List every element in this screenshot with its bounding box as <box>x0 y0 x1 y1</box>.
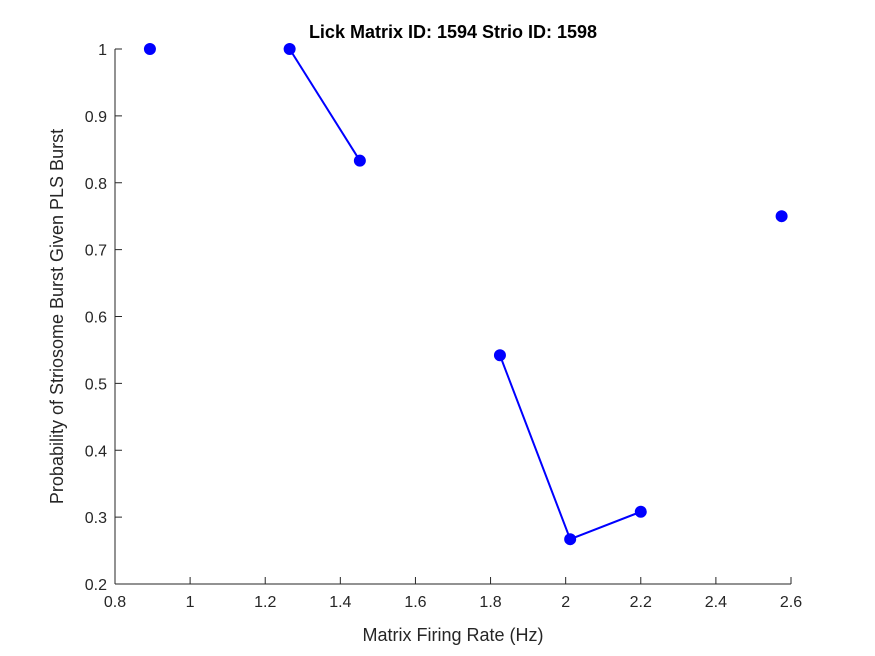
y-tick-label: 0.5 <box>85 376 107 393</box>
x-tick-label: 1.4 <box>329 594 351 611</box>
x-tick-label: 1.6 <box>404 594 426 611</box>
data-point <box>493 349 506 362</box>
data-point <box>353 154 366 167</box>
y-axis-label: Probability of Striosome Burst Given PLS… <box>47 129 67 504</box>
axes: 0.8 1 1.2 1.4 1.6 1.8 2 2.2 2.4 2.6 0.2 0.3 0.4 0.5 0.… <box>85 42 802 611</box>
x-tick-label: 2 <box>561 594 570 611</box>
x-tick-label: 2.2 <box>630 594 652 611</box>
x-tick-label: 1.8 <box>479 594 501 611</box>
data-point <box>564 533 577 546</box>
data-point <box>143 43 156 55</box>
x-tick-label: 1 <box>186 594 195 611</box>
data-point <box>775 210 788 223</box>
y-tick-label: 0.2 <box>85 577 107 594</box>
y-tick-label: 0.4 <box>85 443 107 460</box>
plot-area <box>115 49 791 584</box>
y-tick-label: 0.3 <box>85 510 107 527</box>
y-tick-label: 0.9 <box>85 109 107 126</box>
data-point <box>283 43 296 55</box>
data-series <box>143 43 788 546</box>
y-tick-label: 0.8 <box>85 176 107 193</box>
x-tick-label: 1.2 <box>254 594 276 611</box>
x-tick-label: 2.6 <box>780 594 802 611</box>
chart-title: Lick Matrix ID: 1594 Strio ID: 1598 <box>309 22 597 42</box>
y-tick-label: 0.7 <box>85 243 107 260</box>
x-axis-label: Matrix Firing Rate (Hz) <box>362 625 543 645</box>
y-tick-label: 1 <box>98 42 107 59</box>
data-point <box>634 505 647 518</box>
x-tick-label: 2.4 <box>705 594 727 611</box>
series-line <box>288 48 361 162</box>
y-tick-label: 0.6 <box>85 310 107 327</box>
x-tick-label: 0.8 <box>104 594 126 611</box>
